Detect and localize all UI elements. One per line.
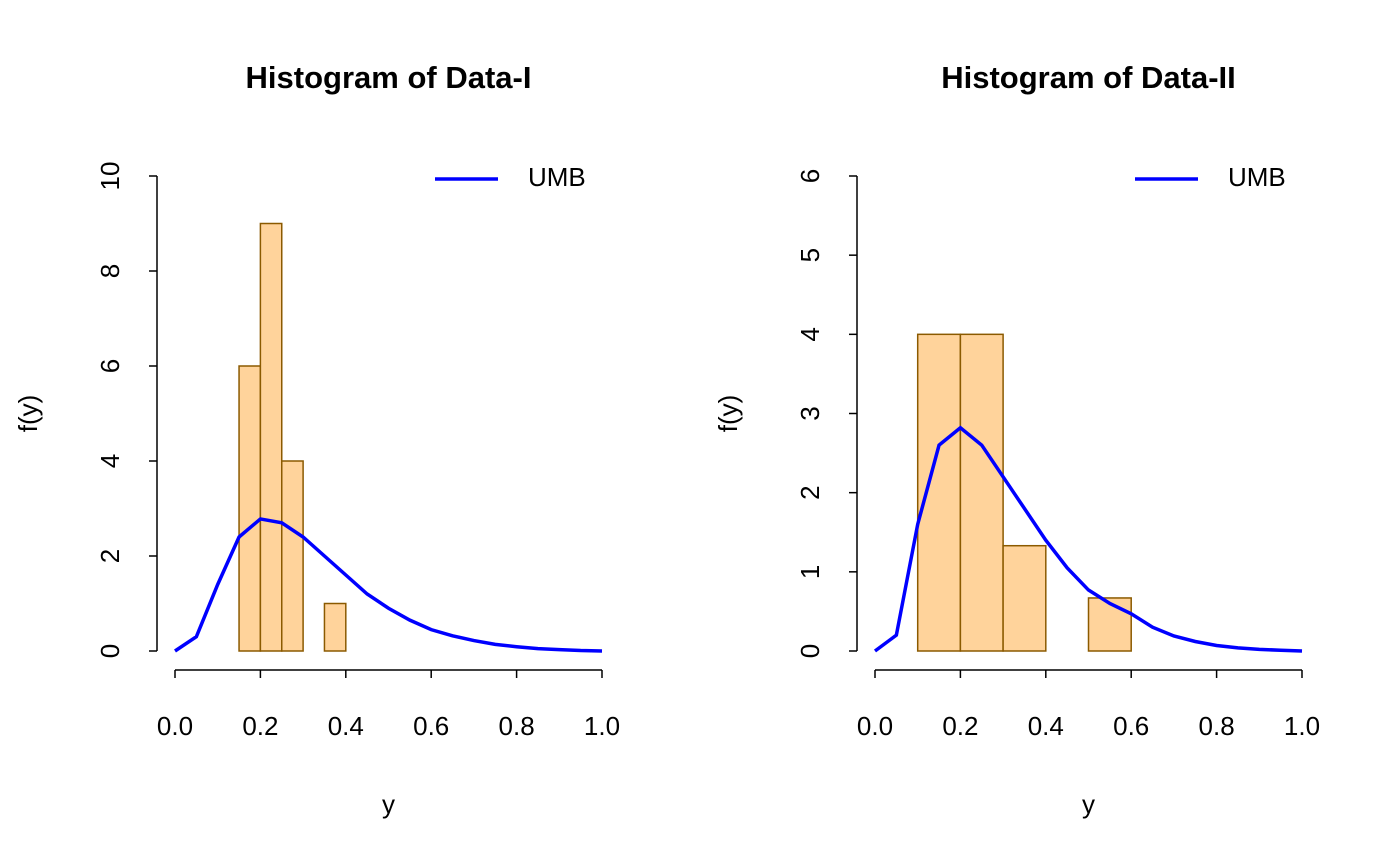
y-axis-label: f(y) (13, 395, 43, 433)
x-tick-label: 0.6 (1113, 711, 1149, 741)
x-tick-label: 0.8 (499, 711, 535, 741)
y-tick-label: 2 (795, 485, 825, 499)
x-tick-label: 0.2 (942, 711, 978, 741)
y-tick-label: 6 (95, 359, 125, 373)
bar (916, 333, 962, 652)
x-tick-label: 0.8 (1199, 711, 1235, 741)
bar (238, 365, 262, 652)
x-tick-label: 0.0 (857, 711, 893, 741)
x-tick-label: 0.4 (1028, 711, 1064, 741)
y-tick-label: 1 (795, 565, 825, 579)
x-tick-label: 1.0 (1284, 711, 1320, 741)
y-tick-label: 8 (95, 264, 125, 278)
legend-label: UMB (1228, 162, 1286, 192)
x-axis-label: y (1082, 789, 1095, 819)
x-tick-label: 0.0 (157, 711, 193, 741)
y-tick-label: 4 (95, 454, 125, 468)
y-tick-label: 10 (95, 162, 125, 191)
density-line (873, 425, 1303, 653)
x-axis-label: y (382, 789, 395, 819)
legend-label: UMB (528, 162, 586, 192)
x-tick-label: 0.6 (413, 711, 449, 741)
y-tick-label: 2 (95, 549, 125, 563)
bar (281, 460, 304, 652)
bar (959, 333, 1004, 652)
x-tick-label: 0.2 (242, 711, 278, 741)
bar (1002, 544, 1047, 652)
chart-title: Histogram of Data-II (941, 60, 1236, 95)
y-tick-label: 0 (795, 644, 825, 658)
y-tick-label: 4 (795, 327, 825, 341)
y-tick-label: 5 (795, 248, 825, 262)
y-axis-label: f(y) (713, 395, 743, 433)
x-tick-label: 0.4 (328, 711, 364, 741)
y-tick-label: 6 (795, 169, 825, 183)
bar (1087, 597, 1132, 652)
y-tick-label: 3 (795, 406, 825, 420)
x-tick-label: 1.0 (584, 711, 620, 741)
y-tick-label: 0 (95, 644, 125, 658)
chart-title: Histogram of Data-I (246, 60, 532, 95)
bar (259, 222, 283, 652)
density-line (174, 517, 603, 653)
bar (323, 602, 347, 652)
